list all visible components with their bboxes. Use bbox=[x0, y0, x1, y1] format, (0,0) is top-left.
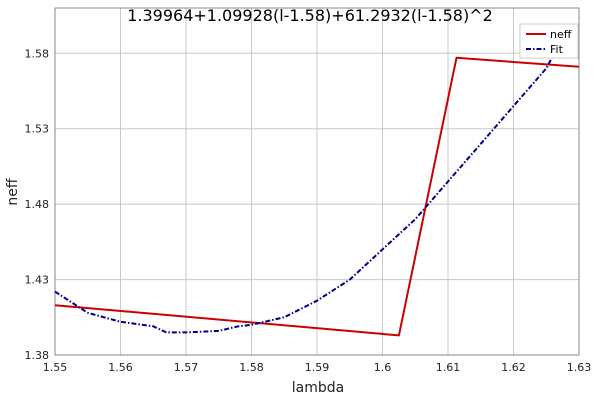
y-tick-label: 1.48 bbox=[25, 198, 50, 211]
x-tick-label: 1.6 bbox=[374, 361, 392, 374]
legend-box bbox=[519, 23, 579, 59]
x-tick-label: 1.57 bbox=[174, 361, 199, 374]
legend: neff Fit bbox=[519, 23, 579, 59]
y-tick-label: 1.43 bbox=[25, 274, 50, 287]
y-tick-label: 1.53 bbox=[25, 123, 50, 136]
y-axis-ticks: 1.38 1.43 1.48 1.53 1.58 bbox=[25, 47, 50, 362]
plot-frame bbox=[54, 7, 580, 356]
legend-fit-label: Fit bbox=[550, 43, 564, 56]
series-layer bbox=[54, 37, 580, 337]
x-tick-label: 1.62 bbox=[501, 361, 526, 374]
x-tick-label: 1.63 bbox=[567, 361, 592, 374]
chart-title: 1.39964+1.09928(l-1.58)+61.2932(l-1.58)^… bbox=[127, 6, 493, 25]
series-fit-line bbox=[54, 37, 564, 334]
x-axis-ticks: 1.55 1.56 1.57 1.58 1.59 1.6 1.61 1.62 1.63 bbox=[43, 361, 592, 374]
x-axis-title: lambda bbox=[292, 380, 344, 396]
y-tick-label: 1.38 bbox=[25, 349, 50, 362]
y-axis-title: neff bbox=[5, 178, 21, 205]
legend-neff-label: neff bbox=[550, 28, 572, 41]
series-neff-line bbox=[54, 56, 580, 337]
x-tick-label: 1.61 bbox=[436, 361, 461, 374]
x-tick-label: 1.59 bbox=[305, 361, 330, 374]
x-tick-label: 1.56 bbox=[108, 361, 133, 374]
y-tick-label: 1.58 bbox=[25, 47, 50, 60]
x-tick-label: 1.55 bbox=[43, 361, 68, 374]
x-tick-label: 1.58 bbox=[239, 361, 264, 374]
